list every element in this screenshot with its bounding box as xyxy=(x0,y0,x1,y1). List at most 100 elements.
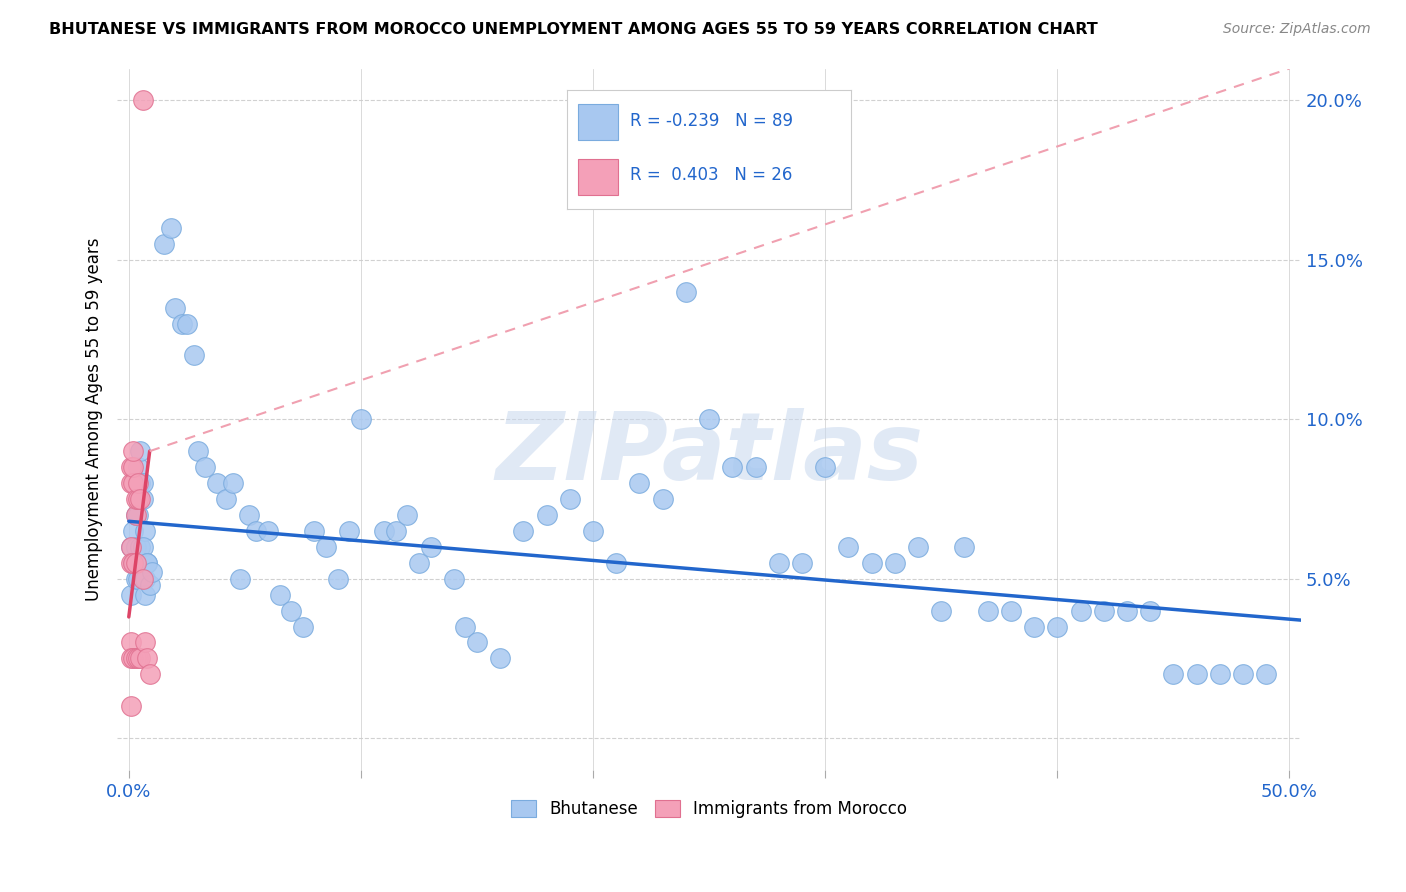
Point xyxy=(134,588,156,602)
Point xyxy=(558,491,581,506)
Point xyxy=(129,540,152,554)
Point xyxy=(125,572,148,586)
Point xyxy=(229,572,252,586)
Point xyxy=(790,556,813,570)
Point xyxy=(194,460,217,475)
Point xyxy=(132,476,155,491)
Point xyxy=(1209,667,1232,681)
Point xyxy=(280,603,302,617)
Point xyxy=(536,508,558,522)
Point xyxy=(1232,667,1254,681)
Point xyxy=(120,635,142,649)
Point xyxy=(132,540,155,554)
Point xyxy=(183,349,205,363)
Point xyxy=(176,317,198,331)
Point xyxy=(1139,603,1161,617)
Point xyxy=(1092,603,1115,617)
Point xyxy=(373,524,395,538)
Point xyxy=(125,508,148,522)
Point xyxy=(122,524,145,538)
Point xyxy=(132,572,155,586)
Point xyxy=(120,651,142,665)
Point xyxy=(582,524,605,538)
Point xyxy=(136,556,159,570)
Point xyxy=(257,524,280,538)
Point xyxy=(1000,603,1022,617)
Point xyxy=(396,508,419,522)
Point xyxy=(172,317,194,331)
Point xyxy=(384,524,406,538)
Point xyxy=(697,412,720,426)
Point xyxy=(408,556,430,570)
Point xyxy=(125,651,148,665)
Point xyxy=(768,556,790,570)
Point xyxy=(953,540,976,554)
Point xyxy=(122,556,145,570)
Point xyxy=(605,556,627,570)
Point xyxy=(138,578,160,592)
Point xyxy=(1185,667,1208,681)
Point xyxy=(215,491,238,506)
Point xyxy=(127,651,149,665)
Point xyxy=(454,619,477,633)
Point xyxy=(337,524,360,538)
Point xyxy=(120,460,142,475)
Point xyxy=(129,444,152,458)
Point xyxy=(1022,619,1045,633)
Text: Source: ZipAtlas.com: Source: ZipAtlas.com xyxy=(1223,22,1371,37)
Point xyxy=(125,556,148,570)
Point xyxy=(125,540,148,554)
Point xyxy=(721,460,744,475)
Text: ZIPatlas: ZIPatlas xyxy=(495,409,924,500)
Point xyxy=(315,540,337,554)
Point xyxy=(141,566,163,580)
Point xyxy=(350,412,373,426)
Point xyxy=(1163,667,1185,681)
Point xyxy=(129,476,152,491)
Point xyxy=(744,460,766,475)
Point xyxy=(134,524,156,538)
Point xyxy=(675,285,697,299)
Point xyxy=(122,556,145,570)
Point xyxy=(152,236,174,251)
Point xyxy=(1046,619,1069,633)
Point xyxy=(628,476,651,491)
Point xyxy=(120,699,142,714)
Point xyxy=(304,524,326,538)
Point xyxy=(159,221,181,235)
Point xyxy=(1256,667,1278,681)
Point xyxy=(326,572,349,586)
Legend: Bhutanese, Immigrants from Morocco: Bhutanese, Immigrants from Morocco xyxy=(505,793,914,825)
Point xyxy=(465,635,488,649)
Point xyxy=(127,476,149,491)
Point xyxy=(122,476,145,491)
Point xyxy=(134,572,156,586)
Point xyxy=(122,556,145,570)
Point xyxy=(127,491,149,506)
Point xyxy=(238,508,260,522)
Point xyxy=(125,491,148,506)
Point xyxy=(291,619,314,633)
Point xyxy=(512,524,534,538)
Point xyxy=(120,476,142,491)
Point xyxy=(129,491,152,506)
Point xyxy=(122,444,145,458)
Point xyxy=(837,540,859,554)
Text: BHUTANESE VS IMMIGRANTS FROM MOROCCO UNEMPLOYMENT AMONG AGES 55 TO 59 YEARS CORR: BHUTANESE VS IMMIGRANTS FROM MOROCCO UNE… xyxy=(49,22,1098,37)
Point xyxy=(132,491,155,506)
Point xyxy=(134,635,156,649)
Point xyxy=(269,588,291,602)
Point xyxy=(1116,603,1139,617)
Point xyxy=(245,524,267,538)
Point xyxy=(907,540,929,554)
Point xyxy=(651,491,673,506)
Point xyxy=(205,476,228,491)
Point xyxy=(127,460,149,475)
Point xyxy=(138,667,160,681)
Point xyxy=(222,476,245,491)
Point xyxy=(1069,603,1091,617)
Point xyxy=(120,588,142,602)
Point xyxy=(132,94,155,108)
Point xyxy=(136,651,159,665)
Point xyxy=(860,556,883,570)
